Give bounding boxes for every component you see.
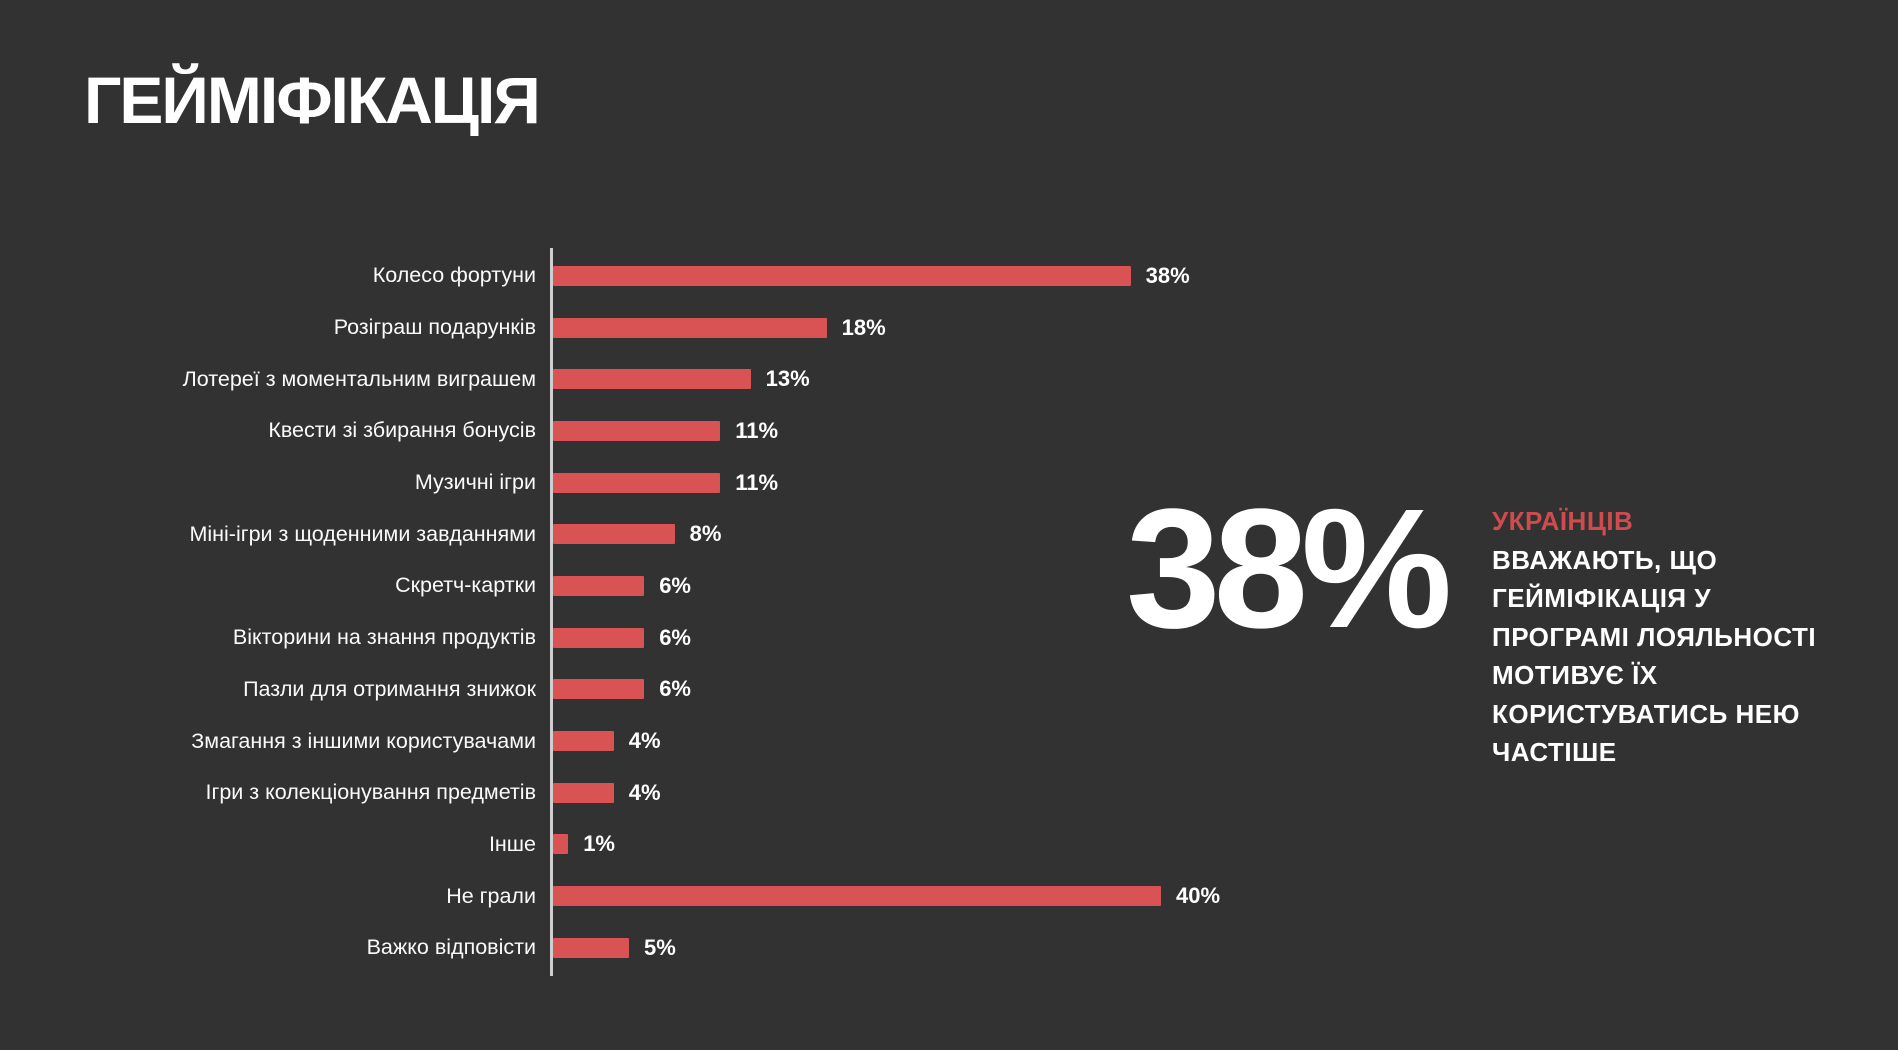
bar	[553, 317, 827, 338]
bar	[553, 782, 614, 803]
value-label: 5%	[644, 934, 676, 960]
chart-row: Важко відповісти 5%	[0, 922, 1898, 974]
bar	[553, 834, 569, 855]
bar	[553, 679, 645, 700]
bar	[553, 575, 645, 596]
category-label: Скретч-картки	[395, 573, 536, 598]
chart-row: Інше 1%	[0, 819, 1898, 871]
bar	[553, 627, 645, 648]
value-label: 18%	[841, 314, 886, 340]
chart-row: Музичні ігри 11%	[0, 457, 1898, 509]
chart-row: Вікторини на знання продуктів 6%	[0, 612, 1898, 664]
chart-row: Лотереї з моментальним виграшем 13%	[0, 353, 1898, 405]
chart-row: Скретч-картки 6%	[0, 560, 1898, 612]
big-number-callout: 38%	[1126, 474, 1452, 664]
category-label: Ігри з колекціонування предметів	[205, 780, 537, 805]
value-label: 6%	[659, 572, 691, 598]
category-label: Музичні ігри	[414, 470, 536, 495]
highlight-line: ЧАСТІШЕ	[1492, 737, 1617, 767]
chart-row: Змагання з іншими користувачами 4%	[0, 715, 1898, 767]
bar	[553, 937, 629, 958]
category-label: Міні-ігри з щоденними завданнями	[189, 521, 536, 546]
chart-row: Ігри з колекціонування предметів 4%	[0, 767, 1898, 819]
value-label: 11%	[735, 417, 779, 443]
value-label: 1%	[583, 831, 615, 857]
category-label: Вікторини на знання продуктів	[232, 625, 536, 650]
highlight-line: ПРОГРАМІ ЛОЯЛЬНОСТІ	[1492, 621, 1817, 652]
value-label: 13%	[765, 366, 810, 392]
chart-row: Розіграш подарунків 18%	[0, 302, 1898, 354]
category-label: Не грали	[446, 883, 536, 908]
bar	[553, 369, 751, 390]
category-label: Квести зі збирання бонусів	[268, 418, 536, 443]
category-label: Пазли для отримання знижок	[243, 676, 536, 701]
category-label: Розіграш подарунків	[333, 315, 536, 340]
category-label: Важко відповісти	[366, 935, 536, 960]
value-label: 38%	[1145, 262, 1190, 288]
value-label: 4%	[628, 779, 661, 805]
y-axis-line	[550, 248, 553, 976]
value-label: 40%	[1176, 883, 1221, 909]
bar	[553, 472, 721, 493]
bar	[553, 420, 721, 441]
bar-chart: Колесо фортуни 38% Розіграш подарунків 18% Л…	[0, 250, 1898, 974]
chart-row: Міні-ігри з щоденними завданнями 8%	[0, 508, 1898, 560]
value-label: 11%	[735, 469, 779, 495]
bar	[553, 524, 675, 545]
chart-row: Колесо фортуни 38%	[0, 250, 1898, 302]
category-label: Лотереї з моментальним виграшем	[182, 366, 536, 391]
bar	[553, 265, 1131, 286]
highlight-line: ГЕЙМІФІКАЦІЯ У	[1492, 583, 1712, 613]
value-label: 6%	[659, 676, 691, 702]
highlight-text-block: УКРАЇНЦІВ ВВАЖАЮТЬ, ЩО ГЕЙМІФІКАЦІЯ У ПРОГ…	[1492, 502, 1822, 772]
category-label: Змагання з іншими користувачами	[191, 728, 536, 753]
bar	[553, 886, 1161, 907]
highlight-line: ВВАЖАЮТЬ, ЩО	[1492, 544, 1718, 575]
highlight-lead: УКРАЇНЦІВ	[1492, 506, 1634, 536]
chart-row: Квести зі збирання бонусів 11%	[0, 405, 1898, 457]
page-title: ГЕЙМІФІКАЦІЯ	[84, 63, 541, 137]
chart-row: Не грали 40%	[0, 870, 1898, 922]
category-label: Інше	[488, 831, 536, 856]
value-label: 4%	[628, 728, 661, 754]
bar	[553, 731, 614, 752]
value-label: 6%	[659, 624, 691, 650]
highlight-line: МОТИВУЄ ЇХ	[1492, 660, 1658, 690]
value-label: 8%	[689, 521, 722, 547]
highlight-line: КОРИСТУВАТИСЬ НЕЮ	[1492, 698, 1800, 729]
category-label: Колесо фортуни	[372, 263, 536, 288]
chart-row: Пазли для отримання знижок 6%	[0, 664, 1898, 716]
